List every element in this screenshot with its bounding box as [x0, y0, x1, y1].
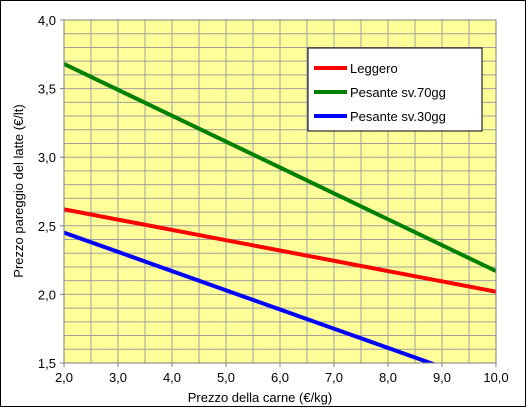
- y-tick-label: 2,5: [38, 219, 56, 234]
- y-axis-label: Prezzo pareggio del latte (€/lt): [11, 104, 26, 277]
- x-axis-label: Prezzo della carne (€/kg): [188, 390, 333, 405]
- series-layer: [64, 62, 496, 363]
- x-tick-label: 10,0: [483, 370, 508, 385]
- legend: Leggero Pesante sv.70gg Pesante sv.30gg: [307, 47, 483, 132]
- y-axis-ticks: 1,5 2,0 2,5 3,0 3,5 4,0: [38, 13, 64, 371]
- legend-label-3: Pesante sv.30gg: [350, 109, 446, 124]
- y-tick-label: 3,0: [38, 150, 56, 165]
- x-tick-label: 8,0: [379, 370, 397, 385]
- y-tick-label: 1,5: [38, 356, 56, 371]
- y-tick-label: 3,5: [38, 82, 56, 97]
- x-tick-label: 4,0: [163, 370, 181, 385]
- series-line-2: [64, 62, 496, 273]
- x-tick-label: 6,0: [271, 370, 289, 385]
- y-tick-label: 4,0: [38, 13, 56, 28]
- x-tick-label: 3,0: [109, 370, 127, 385]
- x-tick-label: 5,0: [217, 370, 235, 385]
- legend-label-1: Leggero: [350, 61, 398, 76]
- series-line-3: [64, 230, 437, 363]
- series-line-1: [64, 207, 496, 294]
- x-tick-label: 2,0: [55, 370, 73, 385]
- y-tick-label: 2,0: [38, 287, 56, 302]
- legend-label-2: Pesante sv.70gg: [350, 85, 446, 100]
- x-tick-label: 7,0: [325, 370, 343, 385]
- x-axis-ticks: 2,0 3,0 4,0 5,0 6,0 7,0 8,0 9,0 10,0: [55, 363, 509, 385]
- x-tick-label: 9,0: [433, 370, 451, 385]
